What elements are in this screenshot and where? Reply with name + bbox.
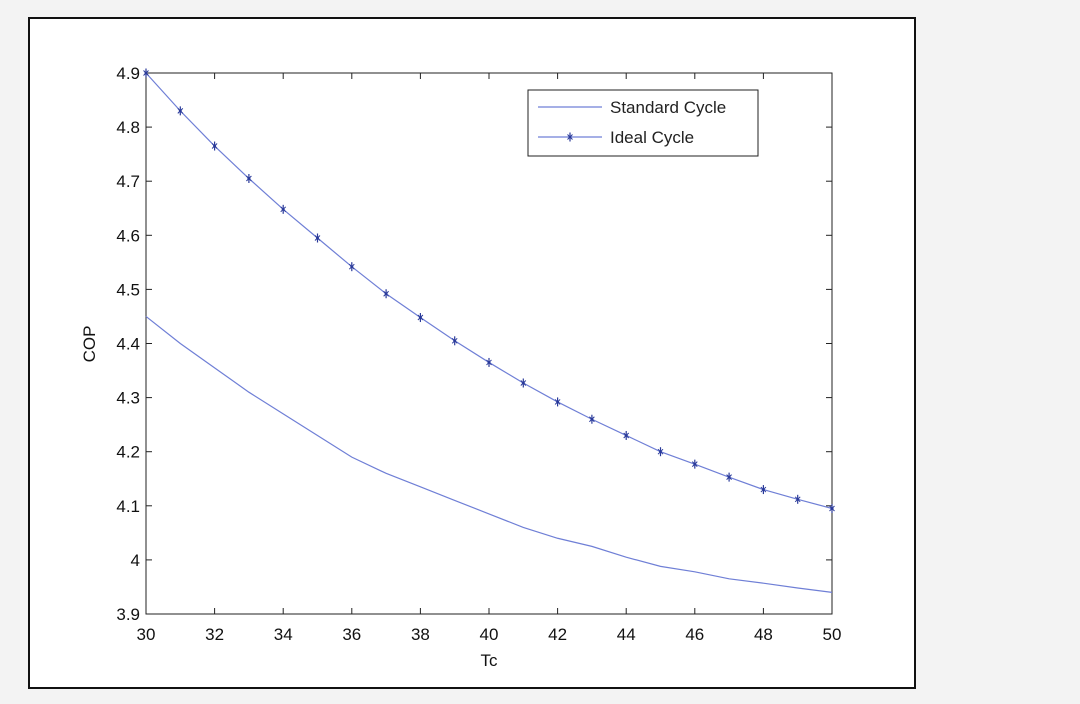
y-tick-label: 4.7 [116,172,140,191]
ideal-cycle-point [143,68,149,78]
legend-ideal-marker [567,132,573,142]
y-tick-label: 4.3 [116,389,140,408]
series-layer [143,68,835,593]
ideal-cycle-point [314,233,321,243]
ideal-cycle-point [177,106,184,116]
legend-standard-label: Standard Cycle [610,98,726,117]
x-tick-label: 38 [411,625,430,644]
ideal-cycle-point [623,430,630,440]
legend-ideal-star [567,132,573,142]
y-tick-label: 4.6 [116,226,140,245]
x-axis-ticks: 30 32 34 36 38 40 42 44 46 48 50 [137,73,842,644]
y-tick-label: 4.8 [116,118,140,137]
ideal-cycle-point [451,336,458,346]
x-tick-label: 36 [342,625,361,644]
ideal-cycle-point [520,378,527,388]
ideal-cycle-point [348,262,355,272]
x-tick-label: 46 [685,625,704,644]
x-tick-label: 48 [754,625,773,644]
x-tick-label: 50 [823,625,842,644]
ideal-cycle-point [246,173,252,183]
series-line-standard-cycle [145,315,833,593]
y-axis-ticks: 3.9 4 4.1 4.2 4.3 4.4 4.5 4.6 4.7 4.8 4.9 [116,64,832,624]
ideal-cycle-point [691,459,698,469]
ideal-cycle-point [486,357,492,367]
ideal-cycle-point [760,485,767,495]
y-tick-label: 4.1 [116,497,140,516]
y-tick-label: 4.4 [116,335,140,354]
legend-box [527,89,759,157]
ideal-cycle-point [417,313,424,323]
ideal-cycle-point [280,204,287,214]
x-axis-label: Tc [481,651,499,670]
ideal-cycle-point [829,504,835,514]
y-tick-label: 4.2 [116,443,140,462]
ideal-cycle-point [383,289,389,299]
y-tick-label: 3.9 [116,605,140,624]
ideal-cycle-point [589,414,595,424]
plot-area [145,72,833,615]
x-tick-label: 42 [548,625,567,644]
x-tick-label: 44 [617,625,636,644]
ideal-cycle-point [657,447,664,457]
x-tick-label: 34 [274,625,293,644]
y-axis-label: COP [80,326,99,363]
ideal-cycle-point [211,141,218,151]
y-tick-label: 4.9 [116,64,140,83]
x-tick-label: 30 [137,625,156,644]
ideal-cycle-point [794,494,801,504]
x-tick-label: 40 [480,625,499,644]
legend: Standard Cycle Ideal Cycle [527,89,759,157]
y-tick-label: 4.5 [116,280,140,299]
legend-ideal-label: Ideal Cycle [610,128,694,147]
y-tick-label: 4 [131,551,140,570]
ideal-cycle-point [554,397,561,407]
ideal-cycle-point [726,472,732,482]
x-tick-label: 32 [205,625,224,644]
